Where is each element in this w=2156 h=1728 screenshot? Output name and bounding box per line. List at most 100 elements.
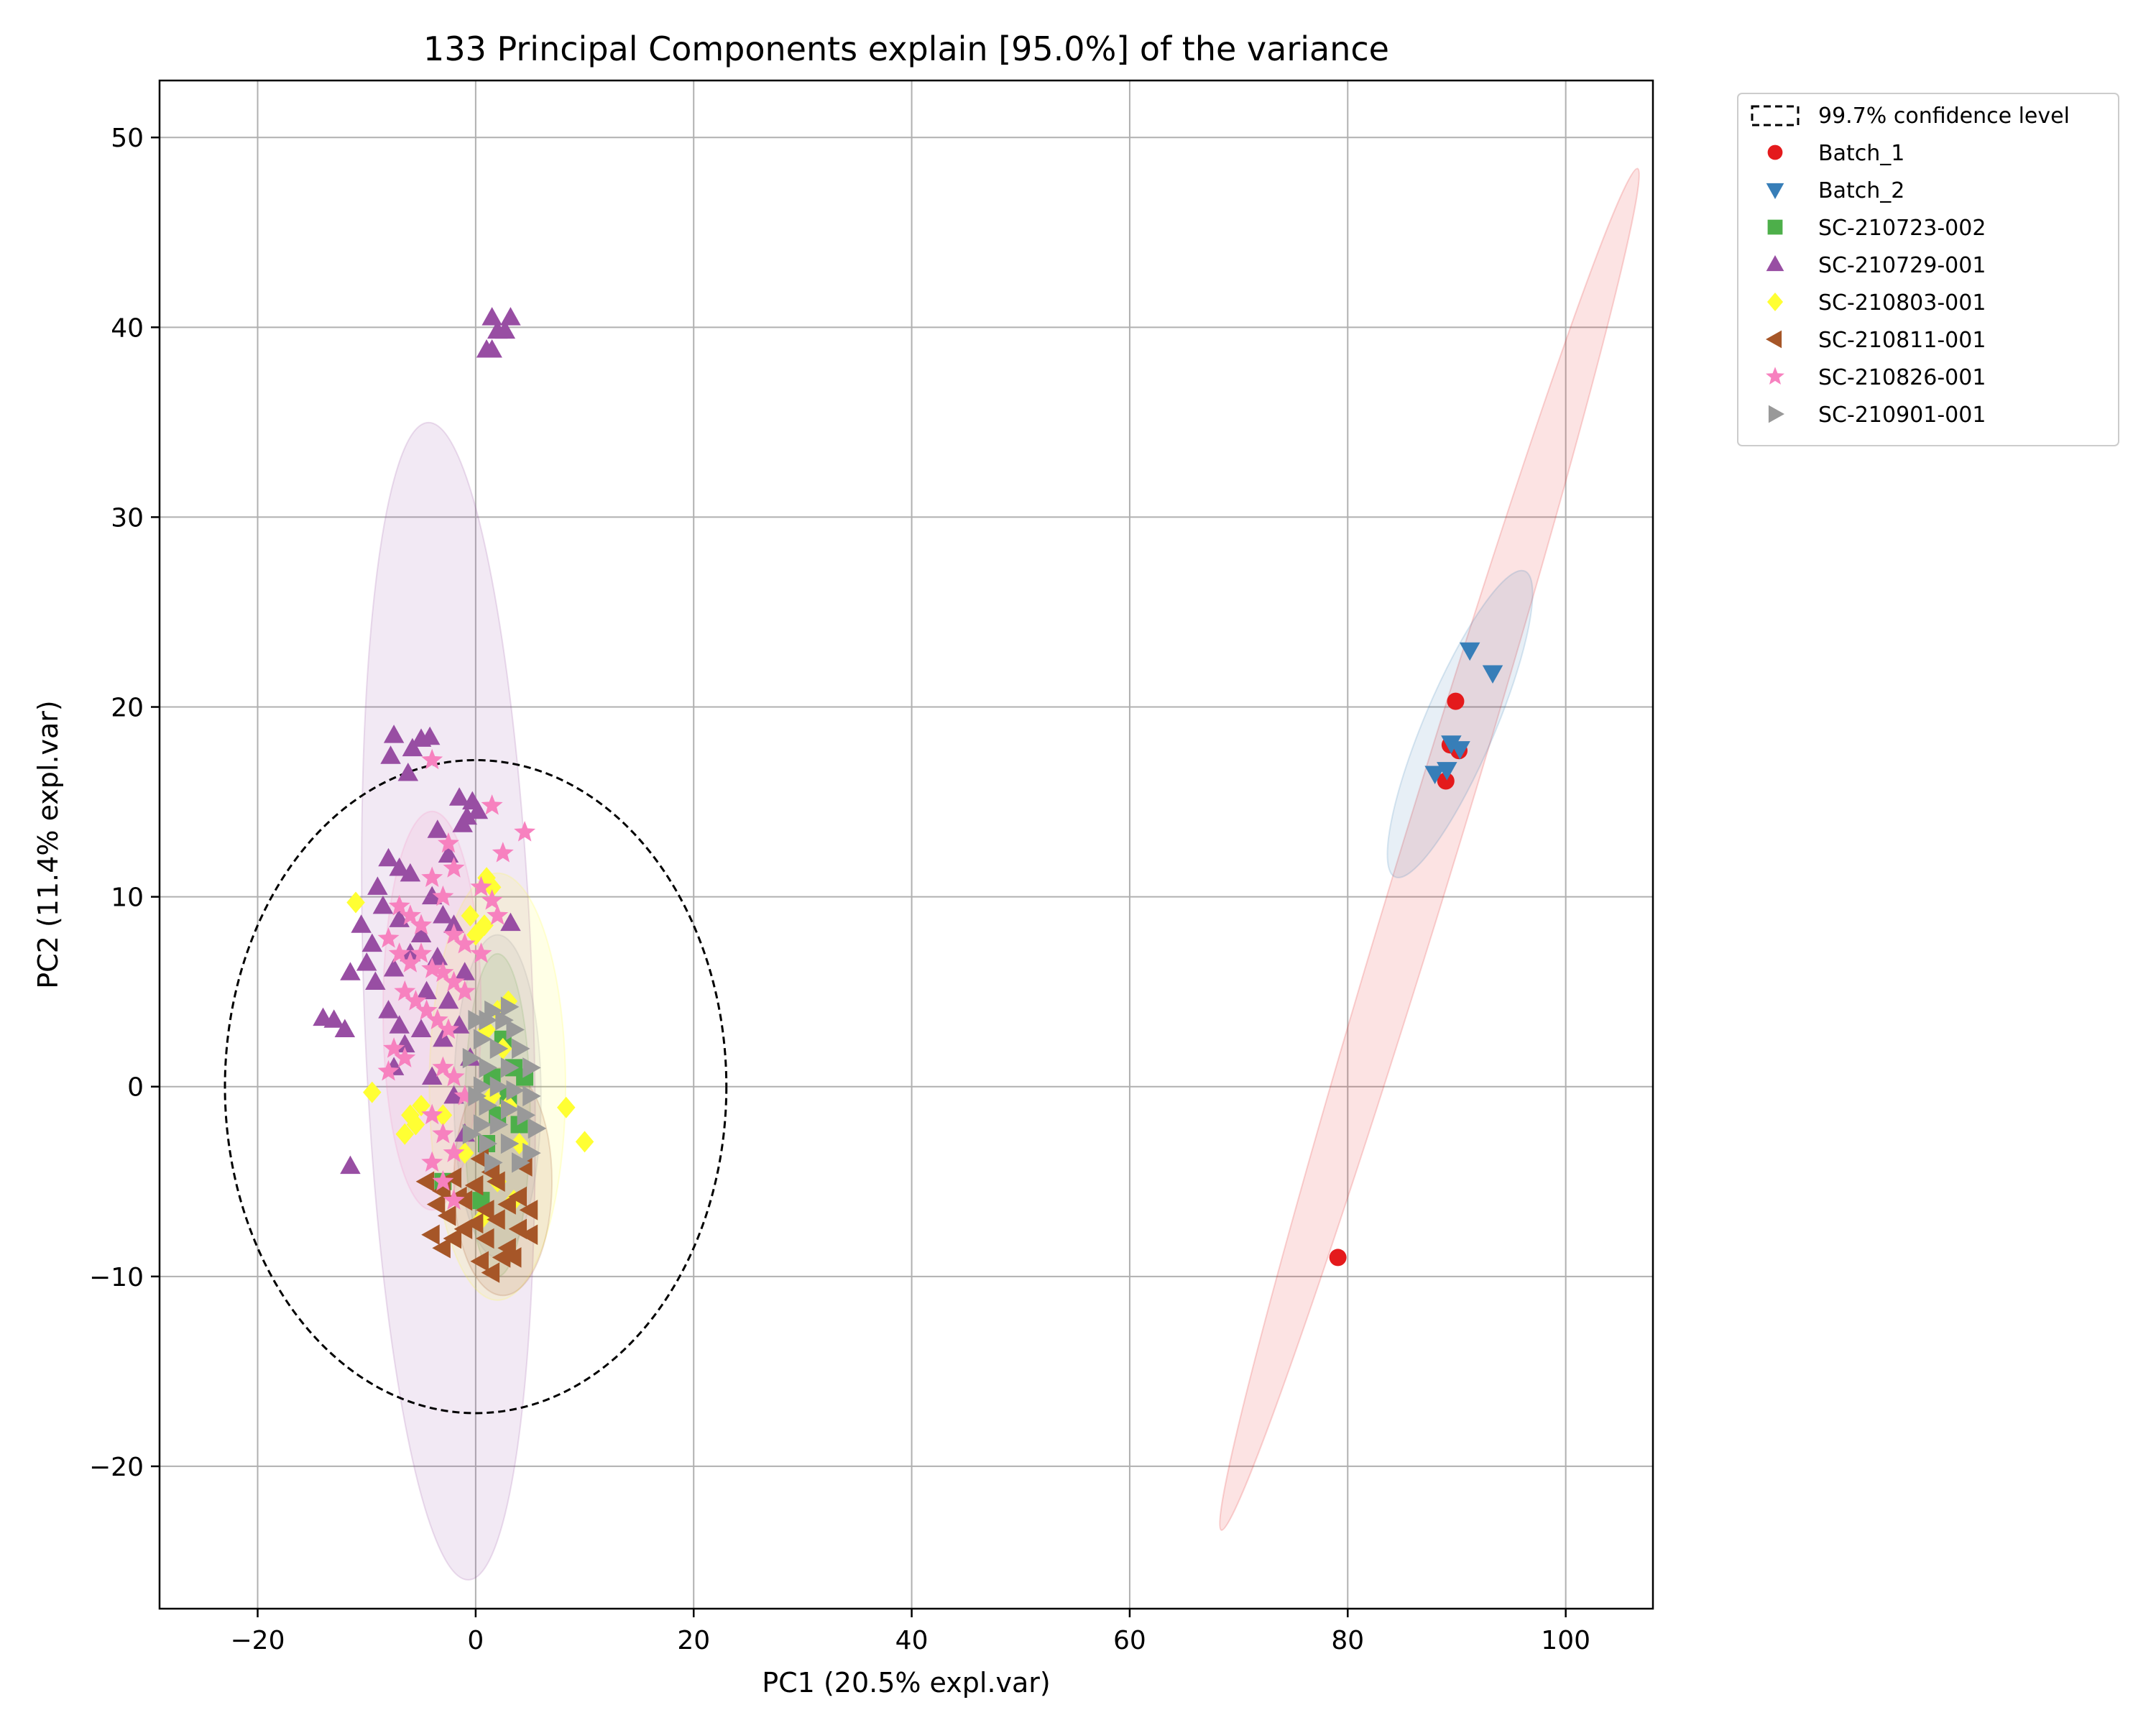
data-point	[346, 891, 365, 914]
series-ellipse	[1219, 167, 1640, 1531]
data-point	[479, 1133, 498, 1154]
data-point	[394, 1047, 416, 1067]
data-point	[481, 794, 503, 815]
data-point	[470, 1251, 489, 1272]
data-point	[421, 1066, 443, 1085]
data-point	[443, 1085, 464, 1104]
data-point	[432, 1237, 451, 1259]
legend-label: SC-210803-001	[1818, 290, 1986, 316]
data-point	[437, 1205, 456, 1226]
data-point	[512, 1152, 530, 1173]
data-point	[433, 1104, 453, 1126]
data-point	[432, 1056, 454, 1077]
data-point	[476, 1228, 494, 1249]
data-point	[508, 1186, 528, 1208]
data-point	[399, 904, 421, 925]
data-point	[443, 1167, 462, 1188]
data-point	[377, 927, 400, 948]
data-point	[443, 857, 465, 878]
data-point	[452, 814, 473, 832]
data-point	[500, 996, 520, 1018]
data-point	[473, 1029, 492, 1049]
data-point	[454, 962, 475, 980]
data-point	[372, 895, 394, 914]
data-point	[410, 924, 432, 942]
data-point	[1441, 735, 1462, 754]
x-tick-label: −20	[231, 1626, 285, 1655]
data-point	[443, 923, 465, 945]
data-point	[512, 1038, 530, 1060]
data-point	[389, 1015, 410, 1034]
data-point	[443, 1141, 465, 1162]
data-point	[377, 1060, 400, 1081]
data-point	[402, 737, 423, 757]
data-point	[412, 1095, 430, 1117]
data-point	[519, 1200, 538, 1221]
data-point	[528, 1118, 547, 1139]
legend-marker	[1767, 144, 1783, 160]
data-point	[557, 1096, 576, 1118]
legend-label: Batch_2	[1818, 178, 1904, 203]
data-point	[432, 1123, 454, 1144]
legend-label: SC-210723-002	[1818, 216, 1986, 241]
data-points	[313, 307, 1503, 1283]
data-point	[1482, 665, 1503, 684]
data-point	[421, 1224, 440, 1245]
legend-marker	[1766, 330, 1782, 349]
data-point	[421, 748, 443, 770]
y-tick-label: 50	[111, 124, 144, 153]
series-group	[377, 748, 536, 1210]
data-point	[481, 889, 503, 910]
data-point	[361, 933, 383, 952]
data-point	[487, 1171, 505, 1192]
data-point	[389, 858, 410, 876]
data-point	[484, 1152, 503, 1173]
data-point	[410, 942, 433, 963]
confidence-ellipse	[224, 758, 728, 1415]
y-tick-label: 0	[127, 1073, 144, 1103]
data-point	[464, 1175, 484, 1196]
data-point	[1450, 741, 1470, 760]
data-point	[522, 1085, 541, 1107]
grid	[160, 81, 1653, 1609]
series-group	[462, 996, 547, 1173]
data-point	[470, 876, 492, 897]
x-axis-label: PC1 (20.5% expl.var)	[762, 1667, 1051, 1699]
data-point	[500, 307, 521, 326]
data-point	[426, 1194, 446, 1215]
data-point	[487, 1209, 505, 1230]
data-point	[464, 1213, 484, 1234]
data-point	[470, 1148, 489, 1169]
series-ellipse	[1386, 569, 1534, 878]
y-axis-label: PC2 (11.4% expl.var)	[32, 700, 64, 989]
data-point	[421, 1151, 443, 1172]
data-point	[433, 905, 453, 924]
legend-marker	[1768, 405, 1784, 423]
data-point	[395, 1123, 415, 1145]
data-point	[462, 1123, 482, 1145]
data-point	[427, 819, 448, 838]
data-point	[500, 1133, 520, 1154]
data-point	[443, 1228, 462, 1249]
data-point	[468, 1010, 487, 1031]
data-point	[378, 847, 399, 867]
data-point	[470, 942, 492, 963]
data-point	[432, 885, 454, 906]
data-point	[479, 1010, 498, 1031]
data-point	[1459, 642, 1480, 661]
data-point	[394, 980, 416, 1001]
data-point	[443, 1189, 465, 1210]
y-tick-label: 10	[111, 883, 144, 913]
data-point	[400, 863, 421, 882]
data-point	[489, 1038, 509, 1060]
data-point	[432, 1170, 454, 1191]
data-point	[575, 1131, 594, 1153]
data-point	[494, 320, 516, 339]
legend: 99.7% confidence level Batch_1 Batch_2 SC-2…	[1737, 93, 2119, 446]
chart-title: 133 Principal Components explain [95.0%]…	[423, 29, 1389, 68]
legend-label: SC-210826-001	[1818, 365, 1986, 390]
data-point	[500, 1099, 520, 1120]
data-point	[378, 1000, 399, 1019]
data-point	[383, 1037, 405, 1058]
